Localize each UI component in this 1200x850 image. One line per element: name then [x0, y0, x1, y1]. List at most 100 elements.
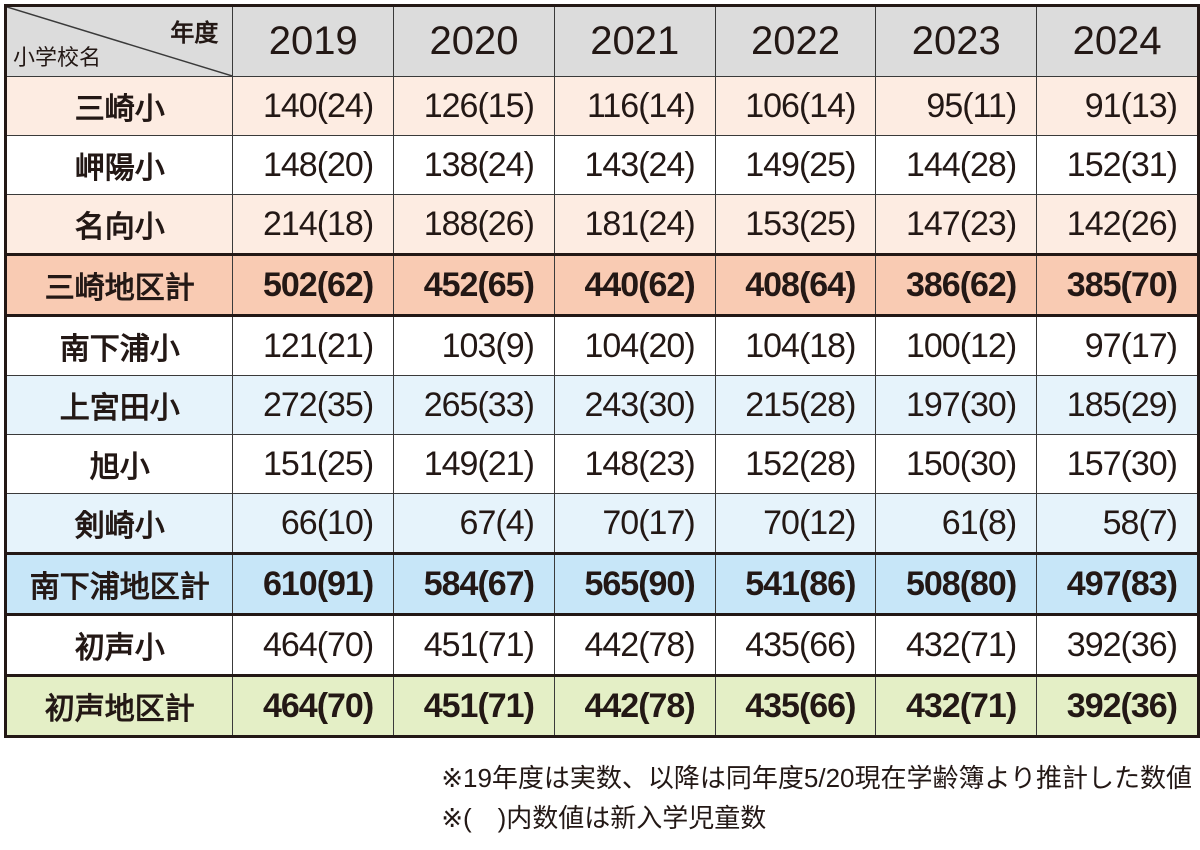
table-cell: 143(24) — [553, 135, 716, 195]
diagonal-divider — [7, 7, 233, 76]
year-header: 2023 — [875, 5, 1038, 77]
table-cell: 214(18) — [232, 194, 395, 255]
table-cell: 142(26) — [1036, 194, 1199, 255]
school-name: 名向小 — [4, 194, 234, 255]
table-cell: 451(71) — [393, 614, 555, 676]
school-name: 三崎小 — [4, 76, 234, 136]
table-row: 名向小 214(18) 188(26) 181(24) 153(25) 147(23) 14… — [4, 194, 1199, 255]
table-cell: 148(23) — [553, 434, 716, 494]
table-cell: 106(14) — [714, 76, 877, 136]
table-cell: 95(11) — [875, 76, 1038, 136]
table-cell: 61(8) — [875, 493, 1038, 554]
footnote: ※( )内数値は新入学児童数 — [441, 803, 767, 833]
school-name: 南下浦地区計 — [4, 553, 234, 615]
subtotal-row: 南下浦地区計 610(91) 584(67) 565(90) 541(86) 508(80… — [4, 553, 1199, 615]
table-cell: 70(17) — [553, 493, 716, 554]
school-axis-label: 小学校名 — [13, 45, 102, 70]
table-cell: 100(12) — [875, 315, 1038, 376]
year-header: 2021 — [553, 5, 716, 77]
table-cell: 197(30) — [875, 375, 1038, 435]
table-cell: 157(30) — [1036, 434, 1199, 494]
enrollment-table: 年度 小学校名 2019 2020 2021 2022 2023 2024 三崎小 140(… — [4, 4, 1200, 738]
school-name: 初声小 — [4, 614, 234, 676]
table-cell: 70(12) — [714, 493, 877, 554]
table-cell: 144(28) — [875, 135, 1038, 195]
table-cell: 435(66) — [714, 614, 877, 676]
table-cell: 440(62) — [553, 254, 716, 316]
table-cell: 392(36) — [1036, 614, 1199, 676]
table-cell: 181(24) — [553, 194, 716, 255]
table-cell: 464(70) — [232, 675, 395, 737]
table-cell: 147(23) — [875, 194, 1038, 255]
year-axis-label: 年度 — [170, 20, 219, 47]
year-header: 2019 — [232, 5, 395, 77]
table-cell: 104(18) — [714, 315, 877, 376]
corner-header: 年度 小学校名 — [4, 5, 234, 77]
table-cell: 148(20) — [232, 135, 395, 195]
table-row: 旭小 151(25) 149(21) 148(23) 152(28) 150(30) 157… — [4, 434, 1199, 494]
table-cell: 508(80) — [875, 553, 1038, 615]
table-cell: 103(9) — [393, 315, 555, 376]
table-cell: 151(25) — [232, 434, 395, 494]
table-cell: 464(70) — [232, 614, 395, 676]
subtotal-row: 三崎地区計 502(62) 452(65) 440(62) 408(64) 386(62)… — [4, 254, 1199, 316]
table-cell: 140(24) — [232, 76, 395, 136]
table-cell: 152(31) — [1036, 135, 1199, 195]
table-cell: 149(25) — [714, 135, 877, 195]
table-cell: 91(13) — [1036, 76, 1199, 136]
table-cell: 150(30) — [875, 434, 1038, 494]
school-name: 岬陽小 — [4, 135, 234, 195]
table-cell: 385(70) — [1036, 254, 1199, 316]
header-row: 年度 小学校名 2019 2020 2021 2022 2023 2024 — [4, 5, 1199, 77]
footnotes: ※19年度は実数、以降は同年度5/20現在学齢簿より推計した数値 ※( )内数値… — [441, 758, 1192, 838]
table-cell: 104(20) — [553, 315, 716, 376]
table-cell: 66(10) — [232, 493, 395, 554]
table-cell: 138(24) — [393, 135, 555, 195]
subtotal-row: 初声地区計 464(70) 451(71) 442(78) 435(66) 432(71)… — [4, 675, 1199, 737]
table-cell: 153(25) — [714, 194, 877, 255]
table-cell: 565(90) — [553, 553, 716, 615]
table-cell: 97(17) — [1036, 315, 1199, 376]
table-cell: 435(66) — [714, 675, 877, 737]
table-cell: 215(28) — [714, 375, 877, 435]
table-cell: 541(86) — [714, 553, 877, 615]
table-cell: 392(36) — [1036, 675, 1199, 737]
table-row: 岬陽小 148(20) 138(24) 143(24) 149(25) 144(28) 15… — [4, 135, 1199, 195]
table-cell: 149(21) — [393, 434, 555, 494]
table-cell: 243(30) — [553, 375, 716, 435]
school-name: 南下浦小 — [4, 315, 234, 376]
table-row: 三崎小 140(24) 126(15) 116(14) 106(14) 95(11) 91(… — [4, 76, 1199, 136]
school-name: 三崎地区計 — [4, 254, 234, 316]
table-row: 剣崎小 66(10) 67(4) 70(17) 70(12) 61(8) 58(7) — [4, 493, 1199, 554]
table-cell: 502(62) — [232, 254, 395, 316]
table-cell: 58(7) — [1036, 493, 1199, 554]
table-cell: 152(28) — [714, 434, 877, 494]
table-cell: 610(91) — [232, 553, 395, 615]
school-name: 旭小 — [4, 434, 234, 494]
school-name: 初声地区計 — [4, 675, 234, 737]
table-cell: 265(33) — [393, 375, 555, 435]
table-row: 南下浦小 121(21) 103(9) 104(20) 104(18) 100(12) 97… — [4, 315, 1199, 376]
table-cell: 272(35) — [232, 375, 395, 435]
table-cell: 452(65) — [393, 254, 555, 316]
year-header: 2022 — [714, 5, 877, 77]
table-cell: 451(71) — [393, 675, 555, 737]
table-cell: 188(26) — [393, 194, 555, 255]
school-name: 上宮田小 — [4, 375, 234, 435]
school-name: 剣崎小 — [4, 493, 234, 554]
table-cell: 67(4) — [393, 493, 555, 554]
year-header: 2020 — [393, 5, 555, 77]
table-cell: 442(78) — [553, 675, 716, 737]
table-cell: 584(67) — [393, 553, 555, 615]
table-row: 上宮田小 272(35) 265(33) 243(30) 215(28) 197(30) 1… — [4, 375, 1199, 435]
table-cell: 442(78) — [553, 614, 716, 676]
table-cell: 116(14) — [553, 76, 716, 136]
year-header: 2024 — [1036, 5, 1199, 77]
table-cell: 386(62) — [875, 254, 1038, 316]
table-body: 三崎小 140(24) 126(15) 116(14) 106(14) 95(11) 91(… — [4, 76, 1199, 737]
footnote: ※19年度は実数、以降は同年度5/20現在学齢簿より推計した数値 — [441, 763, 1192, 793]
table-cell: 121(21) — [232, 315, 395, 376]
table-cell: 497(83) — [1036, 553, 1199, 615]
table-cell: 408(64) — [714, 254, 877, 316]
table-cell: 126(15) — [393, 76, 555, 136]
